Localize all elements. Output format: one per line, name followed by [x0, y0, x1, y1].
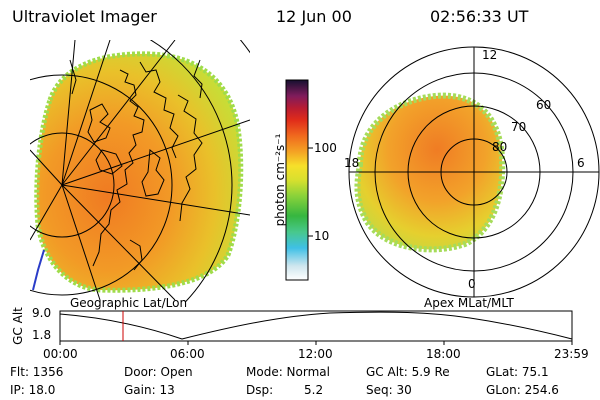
time-label: 02:56:33 UT	[430, 7, 529, 26]
geographic-image	[30, 40, 250, 302]
gain-value: Gain: 13	[124, 383, 175, 397]
mode-value: Mode: Normal	[246, 365, 330, 379]
mlat-label-80: 80	[492, 140, 508, 154]
timeline-ytick-9: 9.0	[32, 306, 52, 320]
mlt-label-18: 18	[344, 156, 360, 170]
date-label: 12 Jun 00	[276, 7, 352, 26]
colorbar	[285, 79, 309, 281]
timeline-xtick-2359: 23:59	[554, 347, 589, 361]
mlat-label-70: 70	[511, 120, 527, 134]
altitude-timeline	[59, 310, 573, 345]
mlt-label-6: 6	[577, 156, 585, 170]
sequence-number: Seq: 30	[366, 383, 412, 397]
mlat-label-60: 60	[536, 98, 552, 112]
gc-altitude: GC Alt: 5.9 Re	[366, 365, 450, 379]
timeline-xtick-0600: 06:00	[170, 347, 205, 361]
timeline-xtick-1200: 12:00	[298, 347, 333, 361]
dsp-value: 5.2	[304, 383, 324, 397]
dsp-label: Dsp:	[246, 383, 274, 397]
mlt-label-0: 0	[468, 277, 476, 291]
colorbar-label-10: 10	[314, 229, 330, 243]
flight-number: Flt: 1356	[10, 365, 64, 379]
mlt-label-12: 12	[482, 48, 498, 62]
timeline-xtick-0000: 00:00	[43, 347, 78, 361]
ip-value: IP: 18.0	[10, 383, 56, 397]
colorbar-units: photon cm⁻²s⁻¹	[273, 133, 287, 227]
apex-caption: Apex MLat/MLT	[424, 296, 514, 310]
geographic-caption: Geographic Lat/Lon	[70, 296, 188, 310]
geo-longitude: GLon: 254.6	[486, 383, 559, 397]
geo-latitude: GLat: 75.1	[486, 365, 549, 379]
timeline-ytick-1-8: 1.8	[32, 328, 52, 342]
timeline-ylabel: GC Alt	[11, 307, 25, 345]
instrument-title: Ultraviolet Imager	[12, 7, 157, 26]
colorbar-label-100: 100	[314, 141, 337, 155]
polar-plot	[348, 46, 600, 298]
door-status: Door: Open	[124, 365, 193, 379]
timeline-xtick-1800: 18:00	[426, 347, 461, 361]
